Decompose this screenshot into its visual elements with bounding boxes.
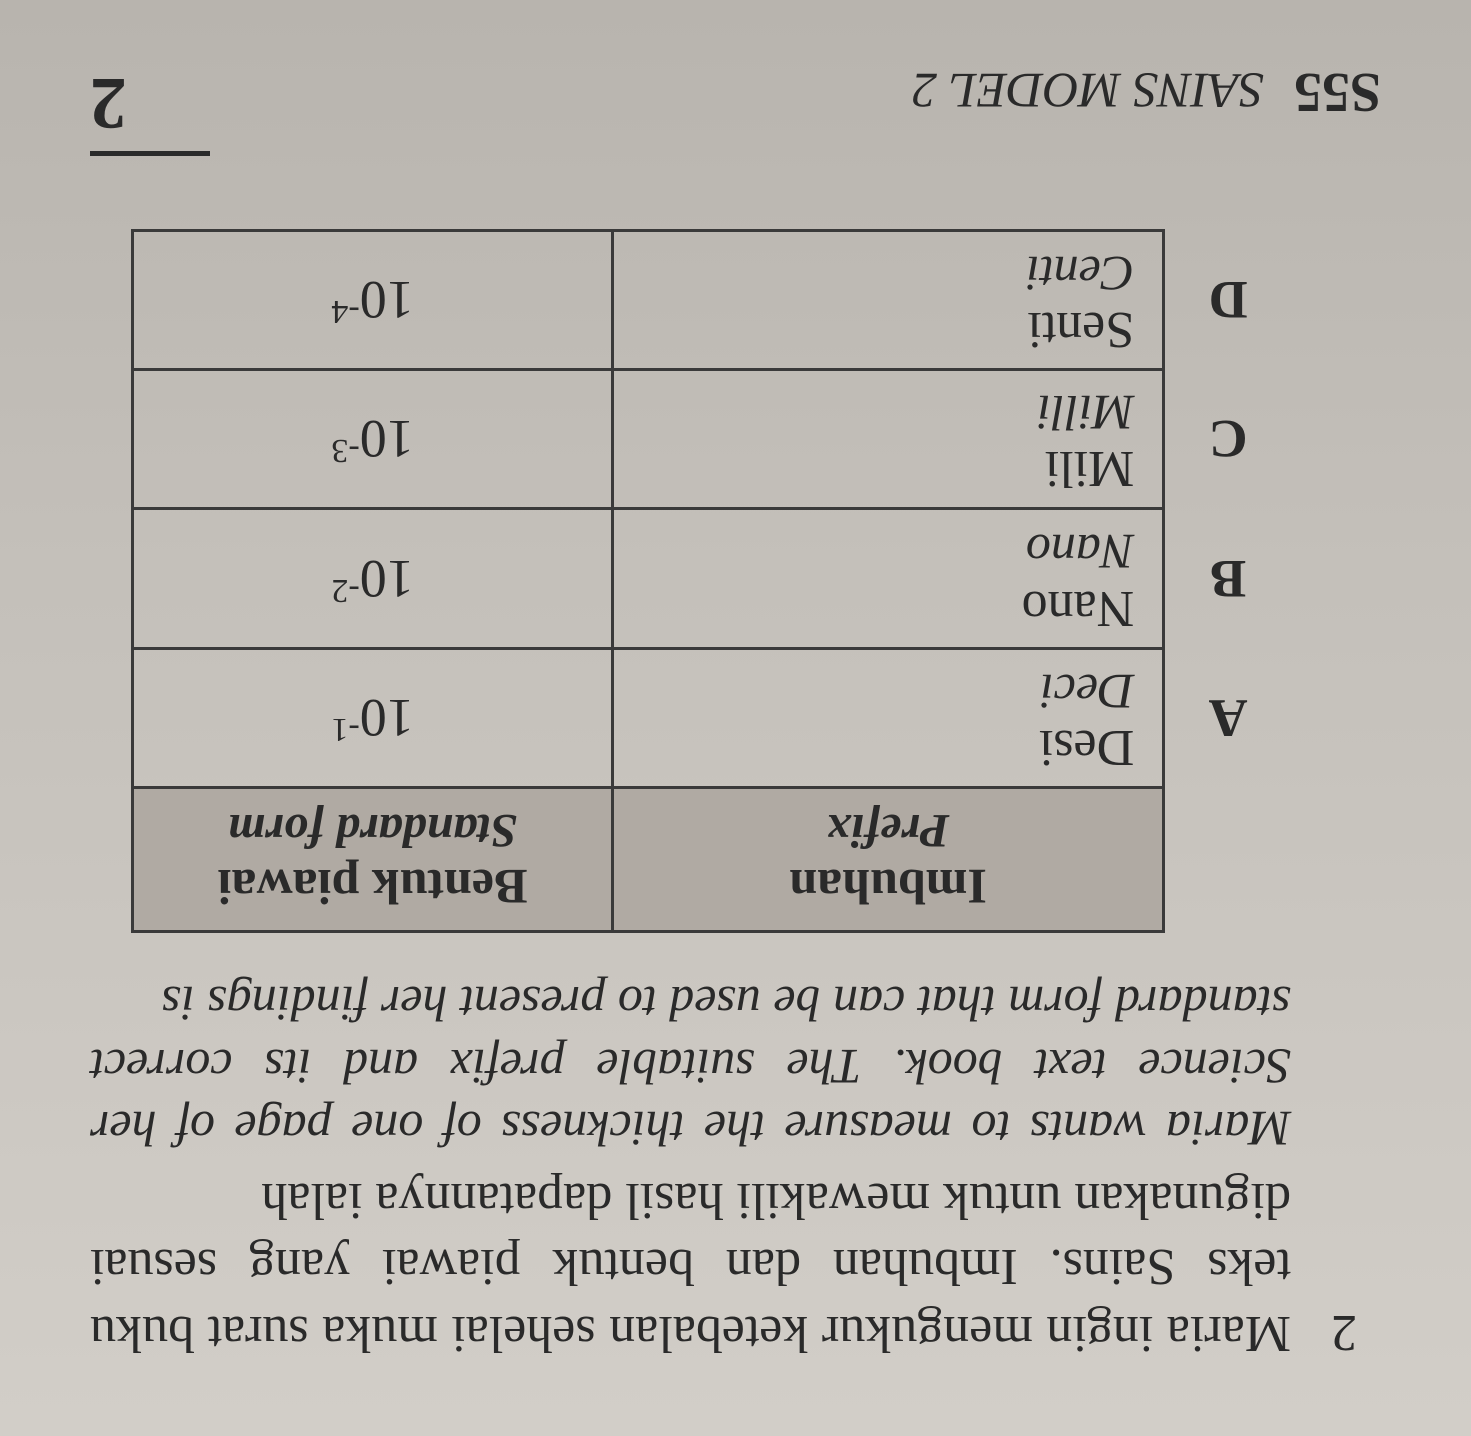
header-form: Bentuk piawai Standard form	[133, 787, 613, 931]
prefix-en: Deci	[642, 664, 1134, 719]
header-prefix-ms: Imbuhan	[634, 858, 1142, 916]
form-exp: -2	[331, 572, 359, 609]
form-cell: 10-4	[133, 231, 613, 370]
form-exp: -4	[331, 293, 359, 330]
header-prefix-en: Prefix	[634, 803, 1142, 858]
form-base: 10	[360, 549, 414, 609]
option-label: D	[1164, 231, 1271, 370]
form-exp: -3	[331, 432, 359, 469]
prefix-en: Milli	[642, 385, 1134, 440]
table-row: A Desi Deci 10-1	[133, 648, 1272, 787]
form-base: 10	[360, 409, 414, 469]
prefix-cell: Nano Nano	[613, 509, 1164, 648]
form-base: 10	[360, 688, 414, 748]
footer-title: SAINS MODEL 2	[912, 62, 1264, 120]
option-label: C	[1164, 370, 1271, 509]
prefix-ms: Nano	[642, 579, 1134, 636]
prefix-en: Centi	[642, 246, 1134, 301]
option-label: A	[1164, 648, 1271, 787]
prefix-en: Nano	[642, 524, 1134, 579]
header-form-ms: Bentuk piawai	[154, 858, 591, 916]
header-prefix: Imbuhan Prefix	[613, 787, 1164, 931]
header-form-en: Standard form	[154, 803, 591, 858]
question-number: 2	[1331, 1303, 1381, 1366]
footer-code: S55	[1294, 60, 1381, 124]
table-row: B Nano Nano 10-2	[133, 509, 1272, 648]
question-text-en: Maria wants to measure the thickness of …	[90, 973, 1291, 1161]
footer-page-number: 2	[90, 60, 210, 156]
prefix-ms: Desi	[642, 719, 1134, 776]
question-text-ms: Maria ingin mengukur ketebalan sehelai m…	[90, 1166, 1291, 1366]
table-row: C Mili Milli 10-3	[133, 370, 1272, 509]
options-table: Imbuhan Prefix Bentuk piawai Standard fo…	[131, 229, 1271, 933]
prefix-ms: Mili	[642, 440, 1134, 497]
prefix-ms: Senti	[642, 301, 1134, 358]
option-label: B	[1164, 509, 1271, 648]
prefix-cell: Mili Milli	[613, 370, 1164, 509]
form-exp: -1	[331, 711, 359, 748]
table-row: D Senti Centi 10-4	[133, 231, 1272, 370]
header-spacer	[1164, 787, 1271, 931]
form-cell: 10-3	[133, 370, 613, 509]
form-cell: 10-1	[133, 648, 613, 787]
form-cell: 10-2	[133, 509, 613, 648]
prefix-cell: Senti Centi	[613, 231, 1164, 370]
prefix-cell: Desi Deci	[613, 648, 1164, 787]
form-base: 10	[360, 270, 414, 330]
